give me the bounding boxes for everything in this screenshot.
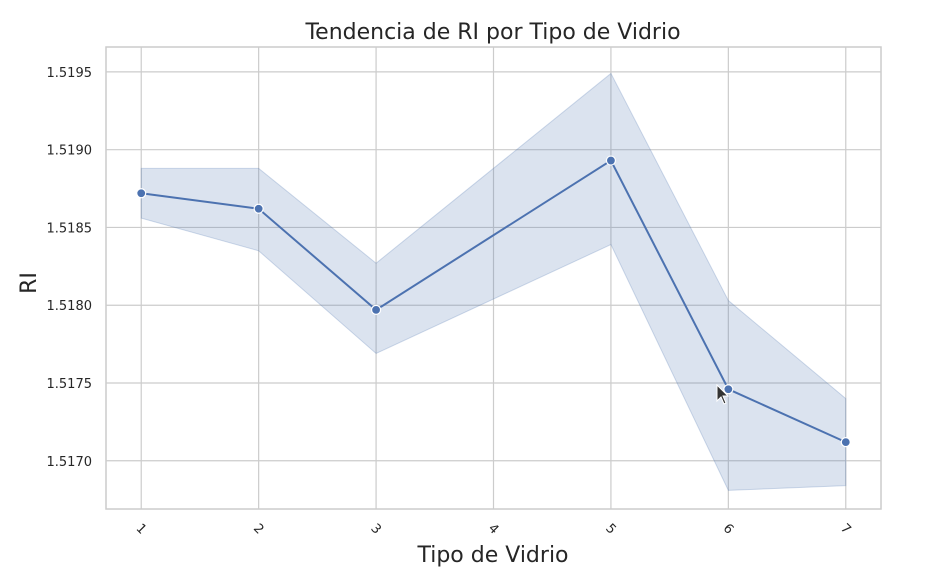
x-tick-label: 4 (485, 521, 501, 537)
series-polyline (141, 159, 847, 444)
data-point (840, 437, 851, 448)
y-tick-label: 1.5190 (47, 144, 93, 159)
x-tick-label: 5 (602, 521, 618, 537)
confidence-band (140, 72, 847, 491)
x-tick-label: 6 (720, 521, 736, 537)
data-point (370, 304, 382, 315)
y-axis-label: RI (17, 272, 42, 294)
data-point (136, 188, 147, 199)
data-point (605, 155, 617, 166)
y-tick-label: 1.5170 (47, 455, 93, 470)
plot-frame (105, 46, 882, 510)
data-point (723, 384, 734, 395)
y-tick-label: 1.5175 (47, 377, 93, 392)
data-point (253, 203, 264, 214)
y-tick-label: 1.5185 (47, 221, 93, 236)
x-tick-label: 7 (837, 521, 853, 537)
chart-title: Tendencia de RI por Tipo de Vidrio (304, 20, 680, 45)
mouse-pointer-icon (716, 384, 730, 405)
series-line (141, 159, 847, 444)
x-tick-label: 3 (367, 521, 383, 537)
grid-lines (106, 47, 881, 509)
x-tick-labels: 1 2 3 4 5 6 7 (133, 521, 854, 537)
x-axis-label: Tipo de Vidrio (416, 543, 568, 568)
series-points (136, 155, 851, 448)
confidence-band-area (140, 72, 847, 491)
y-tick-label: 1.5195 (47, 66, 93, 81)
y-tick-label: 1.5180 (47, 299, 93, 314)
x-tick-label: 1 (133, 521, 149, 537)
y-tick-labels: 1.5170 1.5175 1.5180 1.5185 1.5190 1.5195 (47, 66, 93, 470)
x-tick-label: 2 (250, 521, 266, 537)
